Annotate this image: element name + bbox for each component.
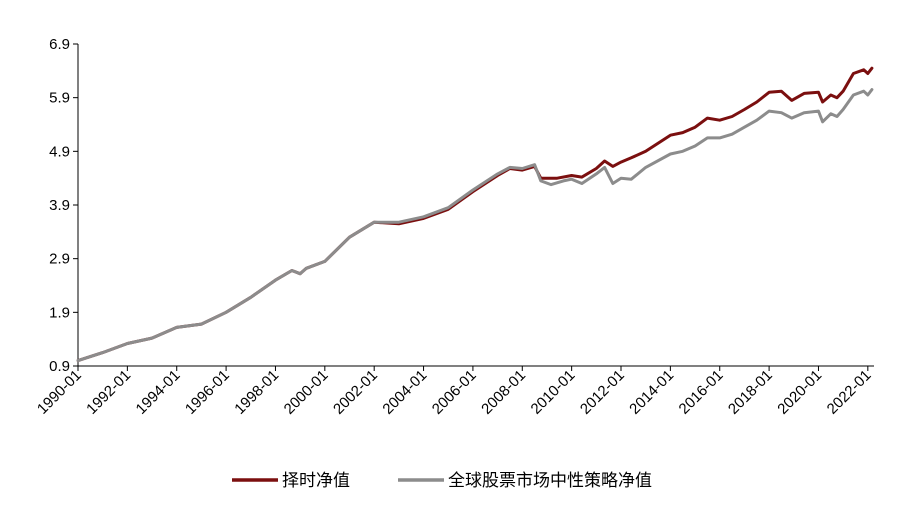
x-tick-label: 1996-01	[182, 367, 233, 418]
chart-axes	[77, 44, 874, 367]
legend: 择时净值 全球股票市场中性策略净值	[232, 471, 652, 491]
y-tick-label: 5.9	[49, 90, 70, 107]
y-tick-label: 4.9	[49, 143, 70, 160]
series-line-2	[76, 88, 874, 363]
x-tick-label: 1992-01	[83, 367, 134, 418]
x-tick-label: 2018-01	[725, 367, 776, 418]
x-tick-label: 2016-01	[676, 367, 727, 418]
x-tick-label: 2014-01	[626, 367, 677, 418]
y-tick-label: 6.9	[49, 36, 70, 53]
x-tick-label: 1994-01	[133, 367, 184, 418]
y-axis-ticks: 0.9 1.9 2.9 3.9 4.9 5.9 6.9	[49, 36, 78, 375]
series-line-1	[76, 66, 874, 363]
x-tick-label: 2006-01	[429, 367, 480, 418]
x-tick-label: 2010-01	[528, 367, 579, 418]
x-tick-label: 2020-01	[774, 367, 825, 418]
x-tick-label: 2012-01	[577, 367, 628, 418]
x-tick-label: 2002-01	[330, 367, 381, 418]
x-axis-ticks: 1990-011992-011994-011996-011998-012000-…	[34, 366, 875, 418]
x-tick-label: 2004-01	[379, 367, 430, 418]
y-tick-label: 3.9	[49, 197, 70, 214]
x-tick-label: 1998-01	[231, 367, 282, 418]
series-layer	[76, 66, 874, 363]
legend-label-2: 全球股票市场中性策略净值	[448, 471, 652, 491]
legend-label-1: 择时净值	[282, 471, 350, 491]
y-tick-label: 1.9	[49, 304, 70, 321]
x-tick-label: 2022-01	[824, 367, 875, 418]
y-tick-label: 2.9	[49, 251, 70, 268]
x-tick-label: 2000-01	[281, 367, 332, 418]
x-tick-label: 2008-01	[478, 367, 529, 418]
y-tick-label: 0.9	[49, 358, 70, 375]
